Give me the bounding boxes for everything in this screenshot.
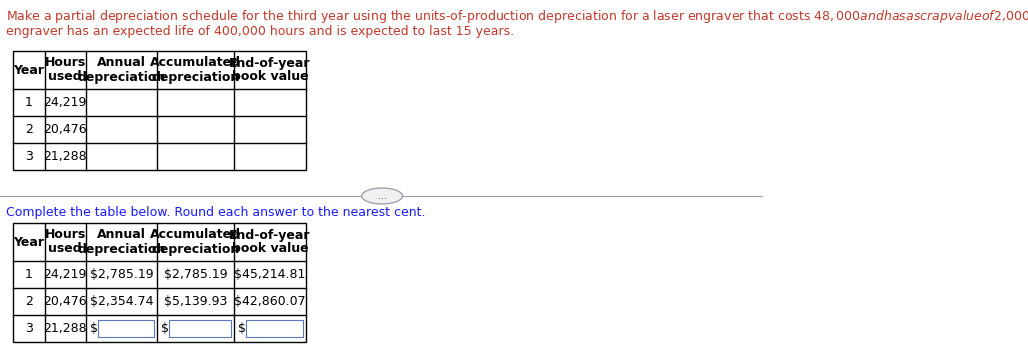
Text: engraver has an expected life of 400,000 hours and is expected to last 15 years.: engraver has an expected life of 400,000… <box>6 25 514 38</box>
Text: Year: Year <box>13 235 44 248</box>
Text: Annual: Annual <box>98 57 146 70</box>
Text: Make a partial depreciation schedule for the third year using the units-of-produ: Make a partial depreciation schedule for… <box>6 8 1028 25</box>
Text: $: $ <box>238 322 246 335</box>
Text: Annual: Annual <box>98 229 146 242</box>
Text: $: $ <box>89 322 98 335</box>
Text: $: $ <box>161 322 169 335</box>
Text: Hours: Hours <box>44 57 86 70</box>
Text: used: used <box>48 70 82 83</box>
Text: used: used <box>48 243 82 256</box>
Text: 24,219: 24,219 <box>43 96 87 109</box>
Bar <box>13 51 305 170</box>
Text: depreciation: depreciation <box>152 70 240 83</box>
Text: 2: 2 <box>25 295 33 308</box>
Text: depreciation: depreciation <box>152 243 240 256</box>
Text: depreciation: depreciation <box>77 70 166 83</box>
Text: $5,139.93: $5,139.93 <box>164 295 227 308</box>
Text: 20,476: 20,476 <box>43 123 87 136</box>
Text: Accumulated: Accumulated <box>150 229 242 242</box>
Text: depreciation: depreciation <box>77 243 166 256</box>
Bar <box>98 320 154 337</box>
Text: book value: book value <box>231 243 308 256</box>
Text: End-of-year: End-of-year <box>229 229 310 242</box>
Text: 20,476: 20,476 <box>43 295 87 308</box>
Text: book value: book value <box>231 70 308 83</box>
Text: Accumulated: Accumulated <box>150 57 242 70</box>
Text: $2,354.74: $2,354.74 <box>89 295 153 308</box>
Text: $45,214.81: $45,214.81 <box>234 268 305 281</box>
Text: Hours: Hours <box>44 229 86 242</box>
Text: 24,219: 24,219 <box>43 268 87 281</box>
Text: 1: 1 <box>25 96 33 109</box>
Text: Year: Year <box>13 64 44 77</box>
Text: 3: 3 <box>25 150 33 163</box>
Text: $42,860.07: $42,860.07 <box>234 295 306 308</box>
Bar <box>13 223 305 342</box>
Bar <box>247 320 302 337</box>
Text: $2,785.19: $2,785.19 <box>89 268 153 281</box>
Text: End-of-year: End-of-year <box>229 57 310 70</box>
Text: ...: ... <box>377 191 387 201</box>
Text: 2: 2 <box>25 123 33 136</box>
Bar <box>170 320 231 337</box>
Text: 1: 1 <box>25 268 33 281</box>
Text: Complete the table below. Round each answer to the nearest cent.: Complete the table below. Round each ans… <box>6 206 426 219</box>
Ellipse shape <box>362 188 403 204</box>
Text: 3: 3 <box>25 322 33 335</box>
Text: $2,785.19: $2,785.19 <box>164 268 227 281</box>
Text: 21,288: 21,288 <box>43 150 87 163</box>
Text: 21,288: 21,288 <box>43 322 87 335</box>
